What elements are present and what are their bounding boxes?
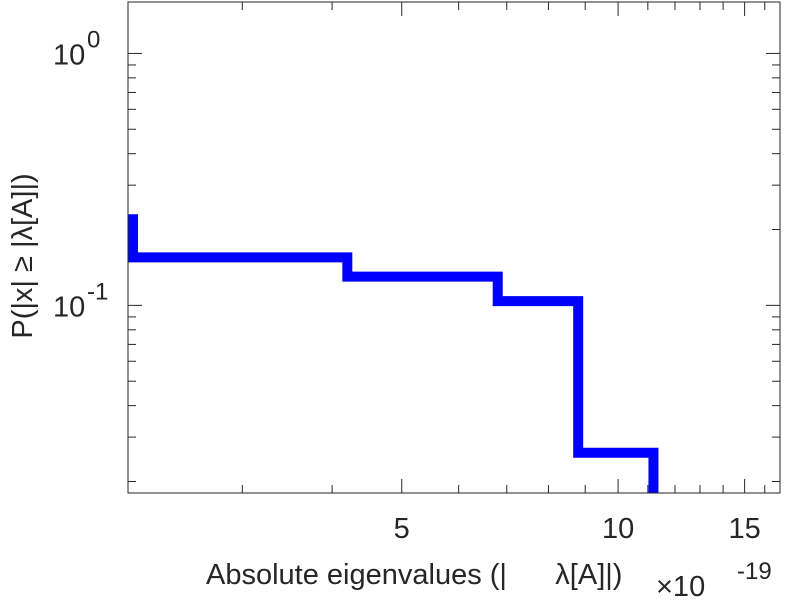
major-ticks <box>128 2 780 493</box>
x-axis-multiplier: ×10 -19 <box>656 558 772 600</box>
y-axis-label: P(|x| ≥ |λ[A]|) <box>7 173 39 338</box>
series-line <box>128 214 659 493</box>
y-tick-label-base: 10 <box>53 39 85 71</box>
y-tick-label-base: 10 <box>53 291 85 323</box>
x-tick-label: 15 <box>728 513 760 545</box>
x-multiplier-base: ×10 <box>656 571 705 600</box>
x-tick-labels: 5 10 15 <box>394 513 761 545</box>
x-multiplier-exponent: -19 <box>737 558 772 585</box>
y-tick-label-exponent: 0 <box>87 26 100 53</box>
x-tick-label: 10 <box>602 513 634 545</box>
y-tick-label: 10 0 <box>53 26 100 71</box>
y-tick-label-exponent: -1 <box>87 278 108 305</box>
x-axis-label: Absolute eigenvalues (| λ[A]|) <box>206 559 622 591</box>
y-tick-label: 10 -1 <box>53 278 108 323</box>
x-tick-label: 5 <box>394 513 410 545</box>
plot-frame <box>127 1 781 494</box>
plot-area <box>128 2 780 493</box>
